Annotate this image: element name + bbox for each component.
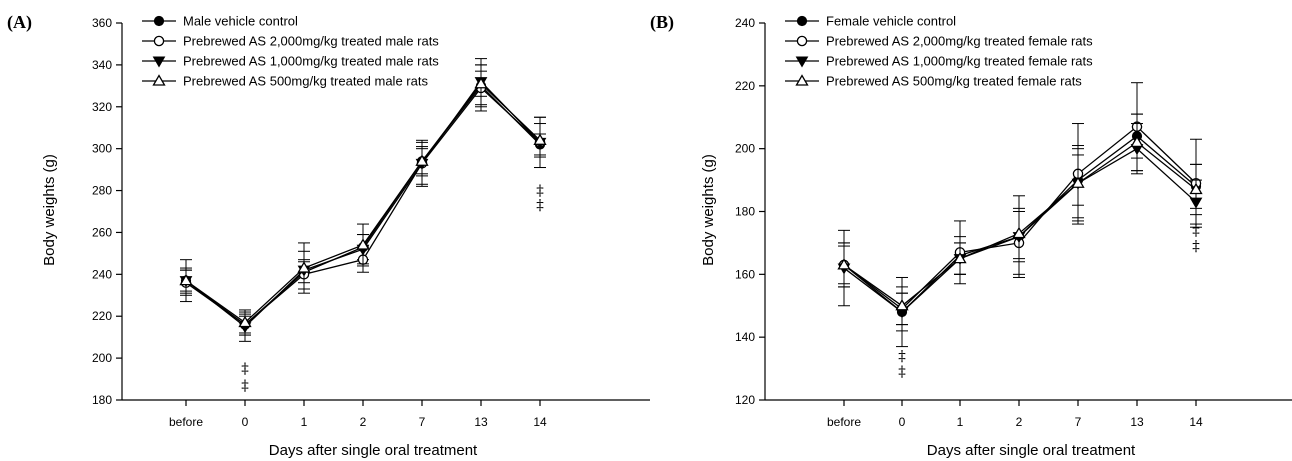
legend-entry: Prebrewed AS 1,000mg/kg treated male rat… <box>183 54 439 69</box>
x-tick-label: 13 <box>474 415 488 429</box>
x-tick-label: 13 <box>1130 415 1144 429</box>
legend-entry: Male vehicle control <box>183 14 298 29</box>
y-tick-label: 200 <box>735 142 755 156</box>
series-line <box>185 80 541 328</box>
y-tick-label: 360 <box>92 16 112 30</box>
data-point <box>1071 176 1085 188</box>
data-point <box>953 251 967 264</box>
y-tick-label: 200 <box>92 351 112 365</box>
significance-mark: ‡ <box>536 182 544 200</box>
y-tick-label: 240 <box>735 16 755 30</box>
significance-mark: ‡ <box>241 360 249 378</box>
x-tick-label: 1 <box>957 415 964 429</box>
x-tick-label: 7 <box>1075 415 1082 429</box>
x-tick-label: 0 <box>899 415 906 429</box>
significance-mark: ‡ <box>1192 221 1200 239</box>
y-tick-label: 220 <box>92 309 112 323</box>
significance-mark: ‡ <box>1192 237 1200 255</box>
data-point <box>238 315 252 328</box>
data-point <box>1189 182 1203 195</box>
x-tick-label: 2 <box>360 415 367 429</box>
x-tick-label: 2 <box>1016 415 1023 429</box>
x-tick-label: 7 <box>419 415 426 429</box>
significance-mark: ‡ <box>898 363 906 381</box>
data-point <box>297 261 311 273</box>
data-point <box>1012 226 1026 239</box>
x-tick-label: 14 <box>1189 415 1203 429</box>
legend-marker <box>796 35 808 47</box>
legend-entry: Prebrewed AS 500mg/kg treated female rat… <box>826 74 1082 89</box>
chart-panel-b: (B) 120 140 160 180 200 220 240 before 0 1 2 7 13 14 Bo… <box>650 12 1292 459</box>
x-tick-label: before <box>827 415 861 429</box>
legend-marker <box>795 74 809 86</box>
series-1 <box>180 64 546 334</box>
legend: Male vehicle control Prebrewed AS 2,000mg… <box>142 14 439 89</box>
x-tick-label: 14 <box>533 415 547 429</box>
series-line <box>843 141 1197 307</box>
legend-entry: Prebrewed AS 2,000mg/kg treated male rat… <box>183 34 439 49</box>
y-tick-label: 280 <box>92 184 112 198</box>
y-tick-label: 120 <box>735 393 755 407</box>
y-tick-label: 300 <box>92 142 112 156</box>
data-point <box>356 238 370 250</box>
chart-panel-a: (A) 180 200 220 240 260 280 300 320 340 360 before 0… <box>7 12 650 459</box>
legend-marker <box>153 35 165 47</box>
x-axis-title: Days after single oral treatment <box>927 442 1136 459</box>
legend-entry: Prebrewed AS 500mg/kg treated male rats <box>183 74 428 89</box>
panel-label: (A) <box>7 12 32 33</box>
y-tick-label: 180 <box>92 393 112 407</box>
data-point <box>415 154 429 166</box>
series-line <box>185 86 541 326</box>
x-tick-label: 0 <box>242 415 249 429</box>
legend-marker <box>152 74 166 86</box>
data-point <box>533 133 547 145</box>
legend-marker <box>152 56 166 68</box>
legend-marker <box>153 15 165 27</box>
y-axis-title: Body weights (g) <box>700 154 717 266</box>
data-point <box>474 76 488 89</box>
data-point <box>1130 135 1144 148</box>
y-tick-label: 340 <box>92 58 112 72</box>
legend-entry: Prebrewed AS 1,000mg/kg treated female r… <box>826 54 1093 69</box>
y-tick-label: 260 <box>92 225 112 239</box>
series-3 <box>179 58 547 342</box>
legend-entry: Prebrewed AS 2,000mg/kg treated female r… <box>826 34 1093 49</box>
y-tick-label: 160 <box>735 267 755 281</box>
series-2 <box>180 64 546 336</box>
x-tick-label: before <box>169 415 203 429</box>
data-point <box>895 298 909 311</box>
x-axis-title: Days after single oral treatment <box>269 442 478 459</box>
legend-entry: Female vehicle control <box>826 14 956 29</box>
y-tick-label: 320 <box>92 100 112 114</box>
data-point <box>179 273 193 286</box>
y-axis-title: Body weights (g) <box>41 154 58 266</box>
significance-mark: ‡ <box>536 196 544 214</box>
legend-marker <box>796 15 808 27</box>
y-tick-label: 220 <box>735 79 755 93</box>
series-line <box>843 135 1197 313</box>
series-line <box>185 82 541 324</box>
significance-mark: ‡ <box>898 347 906 365</box>
series-line <box>185 84 541 326</box>
y-tick-label: 240 <box>92 267 112 281</box>
x-tick-label: 1 <box>301 415 308 429</box>
legend: Female vehicle control Prebrewed AS 2,000… <box>785 14 1093 89</box>
series-4 <box>837 113 1203 326</box>
series-4 <box>179 70 547 336</box>
panel-label: (B) <box>650 12 674 33</box>
legend-marker <box>795 56 809 68</box>
series-2 <box>838 82 1202 326</box>
y-tick-label: 140 <box>735 330 755 344</box>
data-point <box>837 258 851 270</box>
y-tick-label: 180 <box>735 205 755 219</box>
significance-mark: ‡ <box>241 376 249 394</box>
